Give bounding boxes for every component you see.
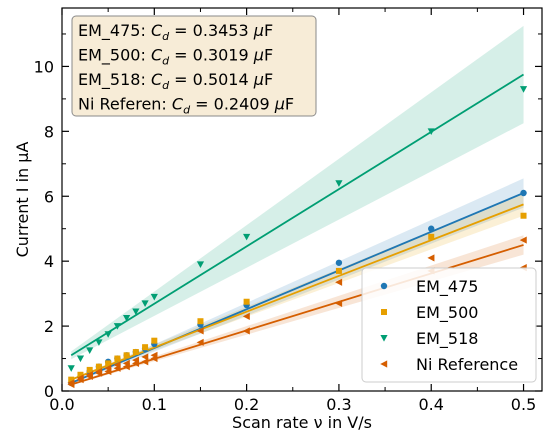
data-points — [67, 86, 528, 389]
em-518-point — [519, 86, 528, 93]
legend: EM_475 EM_500 EM_518 Ni Reference — [361, 267, 537, 383]
em-518-point — [86, 347, 94, 355]
x-tick-label: 0.4 — [419, 395, 444, 414]
em-500-point — [95, 363, 102, 370]
ni-reference-points — [67, 236, 527, 389]
em-500-point — [243, 298, 250, 305]
em-500-point — [142, 344, 149, 351]
y-tick-label: 8 — [44, 122, 54, 141]
em-518-point — [67, 365, 75, 372]
em-518-point — [196, 261, 205, 269]
em-500-points — [68, 212, 527, 383]
ni-reference-point — [113, 361, 121, 369]
legend-marker-em-518 — [380, 335, 388, 342]
em-500-point — [105, 360, 112, 367]
em-518-point — [141, 300, 149, 307]
em-500-point — [197, 318, 204, 325]
ni-reference-point — [196, 327, 204, 335]
annotation-line: EM_475: Cd = 0.3453 μF — [78, 21, 273, 43]
legend-label-em-475: EM_475 — [416, 277, 478, 297]
x-axis-label: Scan rate ν in V/s — [232, 413, 372, 432]
ni-reference-point — [519, 236, 527, 244]
legend-marker-em-500 — [381, 309, 387, 315]
em-518-point — [95, 339, 103, 346]
y-tick-label: 6 — [44, 187, 54, 206]
ni-reference-point — [141, 353, 149, 361]
legend-label-ni-reference: Ni Reference — [416, 355, 518, 374]
em-518-fit-line — [70, 73, 525, 357]
em-475-band — [71, 178, 524, 385]
ni-reference-point — [242, 312, 250, 320]
legend-label-em-518: EM_518 — [416, 329, 478, 349]
capacitance-annotation: EM_475: Cd = 0.3453 μF EM_500: Cd = 0.301… — [71, 15, 317, 117]
legend-box — [361, 267, 537, 383]
em-518-point — [150, 293, 158, 301]
em-518-point — [335, 180, 343, 187]
em-475-point — [335, 259, 343, 266]
ni-reference-point — [335, 278, 343, 286]
em-518-point — [243, 233, 251, 241]
ni-reference-point — [67, 379, 75, 387]
em-500-point — [114, 355, 121, 362]
ni-reference-point — [196, 338, 204, 346]
em-475-point — [428, 225, 435, 232]
y-tick-label: 4 — [44, 252, 54, 271]
y-tick-label: 2 — [44, 317, 54, 336]
ni-reference-point — [122, 359, 130, 368]
em-518-point — [123, 314, 131, 322]
em-500-point — [77, 371, 84, 378]
em-500-point — [151, 337, 158, 344]
legend-label-em-500: EM_500 — [416, 303, 478, 323]
em-500-point — [86, 366, 93, 373]
legend-marker-ni-reference — [380, 360, 388, 368]
y-tick-label: 0 — [44, 382, 54, 401]
em-518-point — [104, 331, 112, 338]
plot-frame — [61, 7, 543, 392]
y-axis-label: Current I in μA — [13, 142, 32, 258]
ni-reference-point — [150, 351, 158, 359]
x-tick-label: 0.1 — [142, 395, 167, 414]
legend-marker-em-475 — [380, 282, 388, 290]
em-518-points — [67, 86, 528, 372]
ni-reference-point — [104, 364, 112, 372]
em-518-point — [132, 308, 140, 316]
x-tick-label: 0.3 — [326, 395, 351, 414]
em-500-point — [520, 212, 527, 219]
ni-reference-point — [85, 371, 93, 379]
ni-reference-point — [427, 254, 435, 262]
em-518-band — [71, 25, 524, 360]
em-518-point — [76, 355, 85, 363]
em-475-point — [520, 189, 527, 197]
ni-reference-point — [132, 356, 140, 364]
em-500-point — [335, 267, 342, 274]
ni-reference-point — [335, 299, 343, 307]
annotation-line: Ni Referen: Cd = 0.2409 μF — [78, 95, 294, 117]
axis-ticks: 0.0 0.1 0.2 0.3 0.4 0.5 0 2 4 6 8 10 — [34, 8, 542, 414]
em-518-point — [113, 323, 121, 330]
em-500-point — [132, 349, 139, 356]
em-500-point — [68, 376, 75, 383]
annotation-line: EM_518: Cd = 0.5014 μF — [78, 70, 273, 92]
ni-reference-point — [242, 327, 250, 335]
annotation-box — [71, 15, 317, 117]
x-tick-label: 0.0 — [49, 395, 74, 414]
y-tick-label: 10 — [34, 57, 54, 76]
em-500-point — [123, 352, 130, 359]
ni-reference-point — [95, 367, 103, 376]
confidence-bands — [71, 25, 524, 386]
annotation-line: EM_500: Cd = 0.3019 μF — [78, 46, 273, 68]
ni-reference-point — [141, 358, 149, 366]
em-518-point — [427, 128, 435, 135]
x-tick-label: 0.2 — [234, 395, 259, 414]
x-tick-label: 0.5 — [511, 395, 536, 414]
em-500-point — [428, 233, 435, 240]
ni-reference-point — [76, 374, 84, 382]
